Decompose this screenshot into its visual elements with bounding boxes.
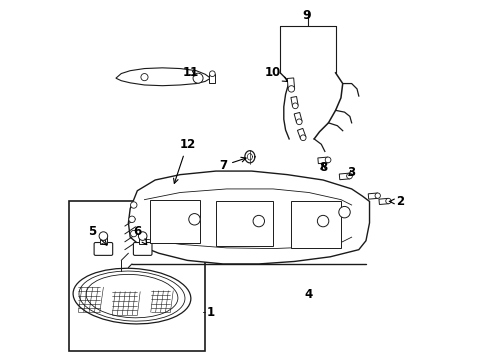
Circle shape <box>317 215 328 227</box>
Circle shape <box>141 73 148 81</box>
Bar <box>139 237 146 244</box>
Circle shape <box>385 198 390 204</box>
Circle shape <box>325 157 330 163</box>
Circle shape <box>193 73 203 83</box>
Circle shape <box>374 193 380 198</box>
Text: 12: 12 <box>173 138 195 183</box>
Bar <box>290 202 340 248</box>
Text: 4: 4 <box>304 288 312 301</box>
Text: 9: 9 <box>302 9 311 22</box>
Polygon shape <box>294 112 302 122</box>
Circle shape <box>138 232 147 240</box>
Polygon shape <box>367 193 377 199</box>
Text: 11: 11 <box>183 66 199 79</box>
Polygon shape <box>297 129 305 139</box>
Polygon shape <box>116 68 210 86</box>
Polygon shape <box>128 171 369 264</box>
Circle shape <box>300 135 305 141</box>
Circle shape <box>130 202 137 208</box>
Circle shape <box>130 230 137 237</box>
Text: 6: 6 <box>133 225 146 245</box>
Text: 2: 2 <box>389 195 403 208</box>
Bar <box>149 200 200 243</box>
Text: 7: 7 <box>219 157 245 172</box>
FancyBboxPatch shape <box>133 243 152 255</box>
Text: 1: 1 <box>206 306 215 319</box>
Polygon shape <box>378 198 388 204</box>
Circle shape <box>99 232 107 240</box>
Polygon shape <box>286 78 294 89</box>
Circle shape <box>292 103 298 109</box>
Circle shape <box>287 86 294 92</box>
Circle shape <box>338 206 349 218</box>
FancyBboxPatch shape <box>94 243 112 255</box>
Polygon shape <box>209 74 215 83</box>
Text: 8: 8 <box>318 161 326 174</box>
Circle shape <box>128 216 135 222</box>
Polygon shape <box>339 173 349 180</box>
Bar <box>216 202 272 246</box>
Text: 3: 3 <box>347 166 355 179</box>
Polygon shape <box>317 157 327 164</box>
Circle shape <box>188 213 200 225</box>
Circle shape <box>253 215 264 227</box>
Circle shape <box>296 119 302 125</box>
Bar <box>69 202 205 351</box>
Circle shape <box>346 173 352 179</box>
Text: 10: 10 <box>264 66 287 81</box>
Circle shape <box>209 71 215 77</box>
Bar <box>100 237 107 244</box>
Polygon shape <box>290 96 298 106</box>
Text: 5: 5 <box>88 225 107 245</box>
